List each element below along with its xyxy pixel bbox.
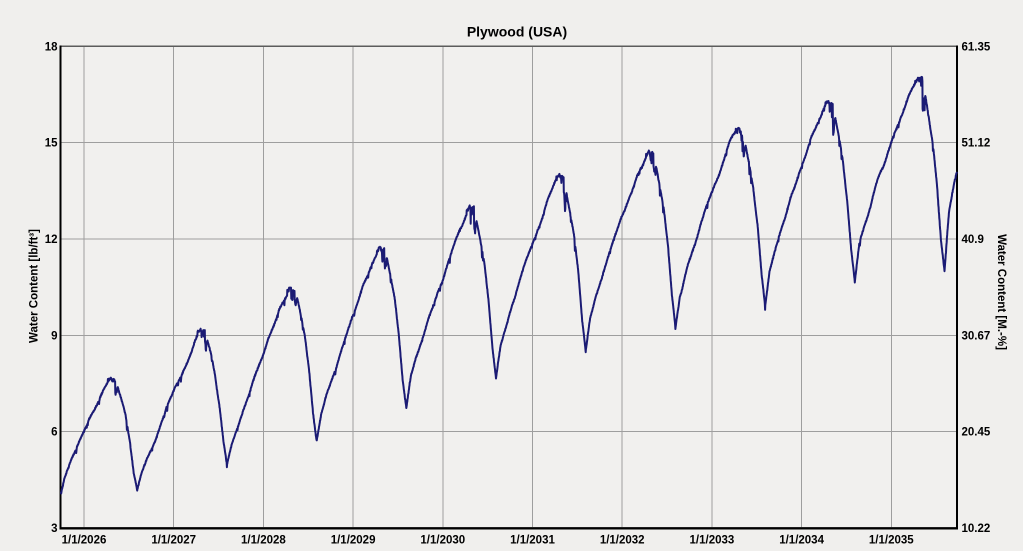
- svg-text:30.67: 30.67: [962, 330, 991, 342]
- svg-text:18: 18: [45, 41, 58, 53]
- svg-text:1/1/2029: 1/1/2029: [331, 535, 376, 547]
- svg-text:10.22: 10.22: [962, 523, 991, 535]
- svg-text:1/1/2028: 1/1/2028: [241, 535, 286, 547]
- svg-text:9: 9: [51, 330, 57, 342]
- svg-text:51.12: 51.12: [962, 138, 991, 150]
- svg-text:1/1/2032: 1/1/2032: [600, 535, 645, 547]
- svg-text:15: 15: [45, 138, 58, 150]
- svg-text:1/1/2035: 1/1/2035: [869, 535, 914, 547]
- svg-text:12: 12: [45, 234, 58, 246]
- svg-text:1/1/2030: 1/1/2030: [420, 535, 465, 547]
- svg-text:20.45: 20.45: [962, 427, 991, 439]
- svg-text:1/1/2034: 1/1/2034: [779, 535, 824, 547]
- svg-text:Plywood (USA): Plywood (USA): [467, 24, 567, 40]
- svg-text:6: 6: [51, 427, 57, 439]
- svg-text:1/1/2026: 1/1/2026: [62, 535, 107, 547]
- svg-text:Water Content [lb/ft³]: Water Content [lb/ft³]: [29, 229, 41, 343]
- svg-text:61.35: 61.35: [962, 41, 991, 53]
- svg-text:1/1/2031: 1/1/2031: [510, 535, 555, 547]
- svg-text:Water Content [M.-%]: Water Content [M.-%]: [995, 234, 1007, 350]
- svg-text:1/1/2033: 1/1/2033: [690, 535, 735, 547]
- svg-text:1/1/2027: 1/1/2027: [151, 535, 196, 547]
- svg-text:3: 3: [51, 523, 57, 535]
- svg-text:40.9: 40.9: [962, 234, 984, 246]
